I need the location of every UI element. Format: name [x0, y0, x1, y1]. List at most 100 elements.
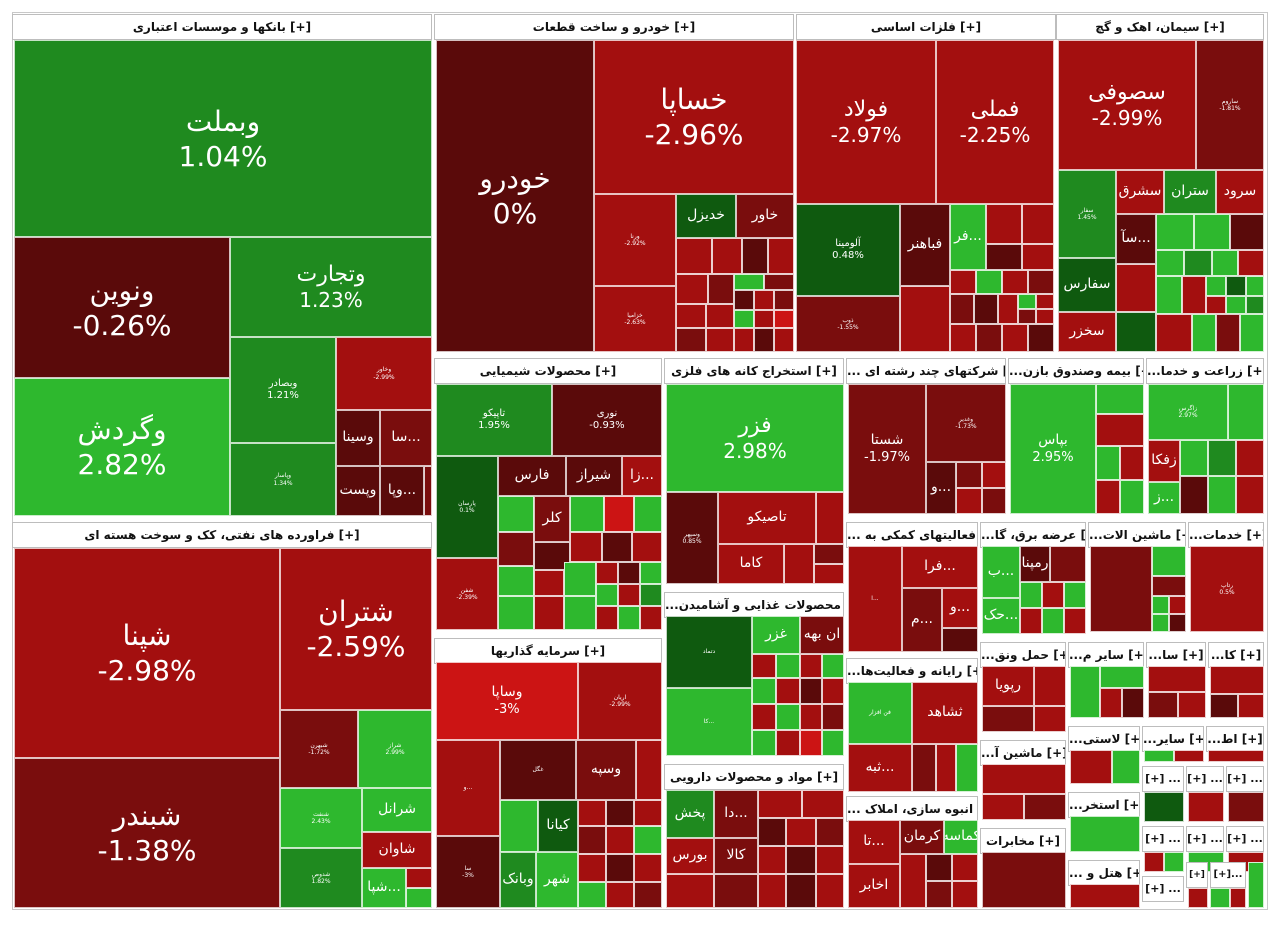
tile-small[interactable] [498, 532, 534, 566]
tile-khsapa[interactable]: خساپا -2.96% [594, 40, 794, 194]
tile-small[interactable] [596, 606, 618, 630]
sector-header-other-min[interactable]: ...سایر م [+] [1068, 642, 1144, 668]
tile-small[interactable] [1230, 888, 1246, 908]
sector-header-food[interactable]: ...محصولات غذایی و آشامیدن [+] [664, 592, 844, 618]
tile-small[interactable] [1028, 270, 1054, 294]
tile-small[interactable] [714, 874, 758, 908]
tile-small[interactable] [900, 854, 926, 908]
tile-parsan[interactable]: پارسان 0.1% [436, 456, 498, 558]
tile-vkhavar[interactable]: وخاور -2.99% [336, 337, 432, 410]
sector-header-small-7[interactable]: [+] ... [1142, 876, 1184, 902]
tile-small[interactable] [1144, 852, 1164, 872]
tile-small[interactable] [1100, 666, 1144, 688]
tile-small[interactable] [976, 324, 1002, 352]
tile-small[interactable] [734, 290, 754, 310]
tile-small[interactable] [956, 744, 978, 792]
tile-noori[interactable]: نوری -0.93% [552, 384, 662, 456]
tile-shdous[interactable]: شدوص 1.82% [280, 848, 362, 908]
tile-small[interactable] [1002, 324, 1028, 352]
tile-small[interactable] [734, 310, 754, 328]
tile-shasta[interactable]: شستا -1.97% [848, 384, 926, 514]
tile-small[interactable] [634, 854, 662, 882]
tile-vpa[interactable]: وپا... [380, 466, 424, 516]
tile-small[interactable] [1096, 414, 1144, 446]
tile-small[interactable] [752, 654, 776, 678]
sector-header-pharma[interactable]: مواد و محصولات دارویی [+] [664, 764, 844, 790]
sector-header-investments[interactable]: سرمایه گذاریها [+] [434, 638, 662, 664]
sector-header-computer[interactable]: ...رایانه و فعالیت‌ها [+] [846, 658, 978, 684]
tile-fara[interactable]: م... [902, 588, 942, 652]
tile-kerman[interactable]: اخابر [848, 864, 900, 908]
tile-small[interactable] [786, 874, 816, 908]
tile-small[interactable] [734, 274, 764, 290]
tile-small[interactable] [564, 562, 596, 596]
tile-small[interactable] [734, 328, 754, 352]
tile-small[interactable] [1156, 276, 1182, 314]
tile-khzamia[interactable]: خزامیا -2.63% [594, 286, 676, 352]
tile-small[interactable] [1208, 750, 1264, 762]
tile-vpasar[interactable]: وپاسار 1.34% [230, 443, 336, 516]
tile-small[interactable] [952, 854, 978, 881]
tile-small[interactable] [982, 764, 1066, 794]
sector-header-services[interactable]: ...خدمات [+] [1188, 522, 1264, 548]
tile-small[interactable] [1152, 546, 1186, 576]
tile-small[interactable] [1180, 476, 1208, 514]
tile-small[interactable] [956, 462, 982, 488]
tile-shafan[interactable]: شفن -2.39% [436, 558, 498, 630]
tile-zagros[interactable]: زاگرس 2.97% [1148, 384, 1228, 440]
tile-small[interactable] [926, 881, 952, 908]
tile-small[interactable] [822, 730, 844, 756]
tile-small[interactable] [1169, 614, 1186, 632]
tile-vgardesh[interactable]: وگردش 2.82% [14, 378, 230, 516]
tile-small[interactable] [950, 324, 976, 352]
tile-khavar[interactable]: خاور [736, 194, 794, 238]
tile-small[interactable] [758, 846, 786, 874]
tile-ghzar[interactable]: دتماد [666, 616, 752, 688]
tile-small[interactable] [1144, 750, 1174, 762]
tile-vbmellat[interactable]: وبملت 1.04% [14, 40, 432, 237]
sector-header-machinery[interactable]: ...ماشین الات [+] [1088, 522, 1186, 548]
tile-small[interactable] [1036, 309, 1054, 324]
tile-small[interactable] [1240, 314, 1264, 352]
tile-zafka[interactable]: زفکا [1148, 440, 1180, 482]
tile-small[interactable] [1070, 750, 1112, 784]
tile-small[interactable] [1184, 250, 1212, 276]
tile-sa-inv[interactable]: غگل [500, 740, 576, 800]
sector-header-hotel[interactable]: ... هتل و [+] [1068, 860, 1140, 886]
tile-small[interactable] [570, 532, 602, 562]
tile-dtmad[interactable]: پخش [666, 790, 714, 838]
tile-small[interactable] [982, 706, 1034, 732]
tile-khodro[interactable]: خودرو 0% [436, 40, 594, 352]
tile-small[interactable] [606, 882, 634, 908]
tile-small[interactable] [618, 562, 640, 584]
tile-small[interactable] [776, 730, 800, 756]
tile-da[interactable]: کالا [714, 838, 758, 874]
tile-small[interactable] [752, 678, 776, 704]
tile-fameli[interactable]: فملی -2.25% [936, 40, 1054, 204]
tile-small[interactable] [640, 606, 662, 630]
sector-header-elecmach[interactable]: ...ماشین آ [+] [980, 740, 1066, 766]
tile-small[interactable] [816, 874, 844, 908]
tile-small[interactable] [500, 800, 538, 852]
tile-small[interactable] [1212, 250, 1238, 276]
tile-small[interactable] [666, 874, 714, 908]
tile-small[interactable] [982, 794, 1024, 820]
tile-vsepehr[interactable]: وسپهر 0.85% [666, 492, 718, 584]
tile-small[interactable] [950, 294, 974, 324]
tile-small[interactable] [1018, 294, 1036, 309]
tile-small[interactable] [406, 888, 432, 908]
tile-small[interactable] [758, 790, 802, 818]
tile-small[interactable] [706, 304, 734, 328]
tile-shnaft[interactable]: شنفت 2.43% [280, 788, 362, 848]
tile-small[interactable] [1036, 294, 1054, 309]
tile-small[interactable] [754, 290, 774, 310]
tile-small[interactable] [578, 826, 606, 854]
sector-header-small-6[interactable]: [+] ... [1226, 826, 1264, 852]
tile-small[interactable] [1230, 214, 1264, 250]
sector-header-transport[interactable]: ...حمل ونق [+] [980, 642, 1066, 668]
tile-small[interactable] [498, 566, 534, 596]
tile-kala[interactable]: ا... [848, 546, 902, 652]
tile-small[interactable] [578, 800, 606, 826]
sector-header-small-2[interactable]: [+] ... [1186, 766, 1224, 792]
tile-small[interactable] [1248, 862, 1264, 908]
